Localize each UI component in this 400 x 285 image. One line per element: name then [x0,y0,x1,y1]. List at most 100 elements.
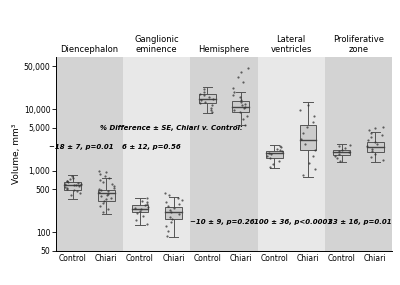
Point [298,137,305,141]
Point [144,196,150,201]
Point [332,154,338,158]
Point [163,224,169,229]
Text: % Difference ± SE, Chiari v. Control:: % Difference ± SE, Chiari v. Control: [100,125,242,131]
Point [144,222,150,227]
Point [379,133,385,137]
Point [165,193,172,198]
Point [266,150,272,155]
Point [336,144,342,149]
Point [240,117,246,122]
Point [300,173,306,177]
Point [168,210,174,214]
Point [278,149,285,154]
Point [111,185,117,190]
Point [372,152,378,156]
Point [75,181,82,185]
Point [208,105,214,110]
Point [276,144,283,148]
Point [64,185,70,190]
Point [209,110,216,115]
Point [239,103,245,108]
Point [64,186,70,191]
Point [105,189,112,194]
Point [368,154,374,159]
Point [237,110,244,115]
Point [70,176,76,180]
Point [65,180,71,184]
Point [240,80,246,85]
Point [296,108,303,113]
Text: Diencephalon: Diencephalon [60,45,119,54]
Point [100,210,106,215]
Point [102,197,109,201]
Point [300,131,307,135]
Point [73,183,80,187]
Point [312,147,318,152]
Point [234,75,241,80]
Point [305,103,311,108]
Text: Lateral
ventricles: Lateral ventricles [270,35,312,54]
Point [142,203,148,208]
Point [264,153,270,158]
Bar [232,101,249,112]
Point [241,106,248,111]
Point [242,122,248,127]
Point [74,189,80,193]
Point [337,158,344,163]
Point [165,229,172,233]
Point [208,108,214,112]
Point [164,204,171,208]
Point [138,207,144,212]
Point [311,113,317,118]
Point [175,195,181,200]
Point [98,188,104,192]
Point [368,135,375,139]
Point [101,198,107,203]
Point [76,184,82,188]
Point [304,125,310,129]
Point [62,184,68,189]
Point [163,200,170,204]
Point [242,105,248,109]
Point [197,101,203,105]
Point [140,213,146,218]
Point [244,113,250,118]
Bar [98,190,115,201]
Point [372,126,378,131]
Point [210,96,216,101]
Point [108,195,114,200]
Point [238,70,244,74]
Bar [56,57,123,251]
Point [339,148,345,152]
Point [96,187,102,191]
Text: Proliferative
zone: Proliferative zone [333,35,384,54]
Point [71,183,78,188]
Point [230,93,236,97]
Point [346,150,352,155]
Point [111,184,118,188]
Point [276,158,282,163]
Point [64,179,71,184]
Point [242,102,248,106]
Point [368,131,374,135]
Point [97,203,104,208]
Point [108,182,115,187]
Point [137,209,144,214]
Point [270,162,276,166]
Point [145,204,151,209]
Point [103,170,110,174]
Point [276,148,283,152]
Point [164,233,170,238]
Point [138,198,145,203]
Point [346,142,353,147]
Text: 33 ± 16, p=0.01: 33 ± 16, p=0.01 [328,219,392,225]
Text: Hemisphere: Hemisphere [198,45,250,54]
Y-axis label: Volume, mm³: Volume, mm³ [12,124,21,184]
Point [369,149,375,153]
Point [334,156,340,161]
Point [197,91,203,96]
Point [302,141,308,146]
Point [201,89,207,94]
Bar [64,182,81,190]
Bar [190,57,258,251]
